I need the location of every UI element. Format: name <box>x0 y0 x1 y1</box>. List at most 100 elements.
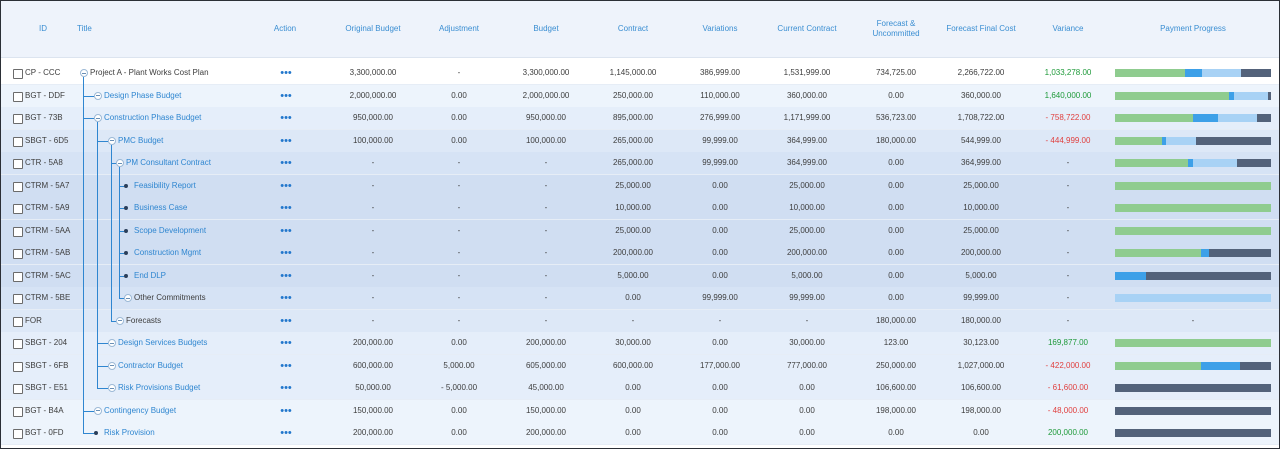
expand-toggle-icon[interactable] <box>94 91 102 100</box>
more-dots-icon[interactable]: ••• <box>280 224 292 237</box>
expand-toggle-icon[interactable] <box>94 406 102 415</box>
row-id: BGT - DDF <box>25 90 65 100</box>
more-dots-icon[interactable]: ••• <box>280 157 292 169</box>
table-row: CTRM - 5AC End DLP ••• - - - 5,000.00 0.00 5,000… <box>1 264 1279 288</box>
row-checkbox[interactable] <box>13 361 23 372</box>
row-checkbox[interactable] <box>13 406 23 417</box>
more-dots-icon[interactable]: ••• <box>280 202 292 214</box>
row-checkbox[interactable] <box>13 91 23 102</box>
column-header-variance[interactable]: Variance <box>1052 24 1084 33</box>
row-id: SBGT - 6D5 <box>25 135 69 145</box>
more-dots-icon[interactable]: ••• <box>280 179 292 192</box>
row-checkbox[interactable] <box>13 136 23 147</box>
expand-toggle-icon[interactable] <box>108 384 116 392</box>
row-checkbox[interactable] <box>13 271 23 282</box>
expand-toggle-icon[interactable] <box>80 69 88 77</box>
payment-progress-bar <box>1115 226 1271 235</box>
more-dots-icon[interactable]: ••• <box>280 427 292 439</box>
row-title-link[interactable]: Feasibility Report <box>134 180 196 190</box>
row-title-link[interactable]: Contractor Budget <box>118 360 183 370</box>
column-header-payment-progress[interactable]: Payment Progress <box>1160 24 1226 33</box>
tree-line <box>111 320 116 322</box>
expand-toggle-icon[interactable] <box>108 136 116 145</box>
more-dots-icon[interactable]: ••• <box>280 112 292 124</box>
more-dots-icon[interactable]: ••• <box>280 382 292 394</box>
row-title-link[interactable]: Scope Development <box>134 225 207 235</box>
row-title-link[interactable]: Design Services Budgets <box>118 338 208 347</box>
row-title-link[interactable]: Business Case <box>134 203 188 212</box>
more-dots-icon[interactable]: ••• <box>280 359 292 372</box>
row-checkbox[interactable] <box>13 69 23 79</box>
row-title-link[interactable]: Risk Provisions Budget <box>118 383 201 392</box>
column-header-id[interactable]: ID <box>39 24 47 33</box>
expand-toggle-icon[interactable] <box>108 361 116 370</box>
column-header-forecast-uncommitted[interactable]: Forecast & Uncommitted <box>872 19 920 38</box>
row-checkbox[interactable] <box>13 181 23 192</box>
more-dots-icon[interactable]: ••• <box>280 314 292 327</box>
cell-adjustment: - <box>457 293 461 302</box>
column-header-variations[interactable]: Variations <box>702 24 738 33</box>
row-title-link[interactable]: Construction Mgmt <box>134 248 202 257</box>
tree-line <box>83 77 84 433</box>
cell-forecast-final-cost: 180,000.00 <box>960 315 1002 325</box>
row-title-link[interactable]: End DLP <box>134 270 167 280</box>
row-title-link[interactable]: Risk Provision <box>104 428 155 437</box>
row-title-link[interactable]: Contingency Budget <box>104 405 177 415</box>
expand-toggle-icon[interactable] <box>94 114 102 122</box>
more-dots-icon[interactable]: ••• <box>280 292 292 304</box>
cell-budget: - <box>544 315 548 325</box>
cell-contract: 895,000.00 <box>612 113 654 122</box>
more-dots-icon[interactable]: ••• <box>280 67 292 79</box>
cell-forecast-uncommitted: 198,000.00 <box>875 405 917 415</box>
more-dots-icon[interactable]: ••• <box>280 247 292 259</box>
tree-line <box>97 388 108 389</box>
column-header-budget[interactable]: Budget <box>533 24 559 33</box>
cell-forecast-final-cost: 99,999.00 <box>963 293 999 302</box>
expand-toggle-icon[interactable] <box>116 159 124 167</box>
more-dots-icon[interactable]: ••• <box>280 404 292 417</box>
table-row: SBGT - 6FB Contractor Budget ••• 600,000.00… <box>1 354 1279 378</box>
expand-toggle-icon[interactable] <box>124 294 132 302</box>
cell-variance: - 422,000.00 <box>1045 360 1091 370</box>
row-checkbox[interactable] <box>13 384 23 394</box>
row-checkbox[interactable] <box>13 339 23 349</box>
grid-header: ID Title Action Original Budget Adjustme… <box>1 1 1279 58</box>
row-checkbox[interactable] <box>13 114 23 124</box>
tree-line <box>97 365 108 367</box>
more-dots-icon[interactable]: ••• <box>280 134 292 147</box>
expand-toggle-icon[interactable] <box>116 316 124 325</box>
row-checkbox[interactable] <box>13 159 23 169</box>
cell-forecast-final-cost: 198,000.00 <box>960 405 1002 415</box>
payment-progress-bar <box>1115 159 1271 167</box>
row-title-link[interactable]: Design Phase Budget <box>104 90 182 100</box>
row-checkbox[interactable] <box>13 249 23 259</box>
more-dots-icon[interactable]: ••• <box>280 337 292 349</box>
cell-contract: 0.00 <box>625 428 641 437</box>
cell-contract: 25,000.00 <box>615 225 651 235</box>
column-header-adjustment[interactable]: Adjustment <box>438 24 480 33</box>
cell-original-budget: 3,300,000.00 <box>349 68 397 77</box>
more-dots-icon[interactable]: ••• <box>280 89 292 102</box>
more-dots-icon[interactable]: ••• <box>280 269 292 282</box>
column-header-forecast-final-cost[interactable]: Forecast Final Cost <box>946 24 1016 33</box>
row-checkbox[interactable] <box>13 294 23 304</box>
column-header-action[interactable]: Action <box>273 24 297 33</box>
column-header-current-contract[interactable]: Current Contract <box>777 24 837 33</box>
row-title-link[interactable]: PMC Budget <box>118 135 164 145</box>
column-header-contract[interactable]: Contract <box>617 24 649 33</box>
column-header-title[interactable]: Title <box>77 24 92 33</box>
expand-toggle-icon[interactable] <box>108 339 116 347</box>
row-checkbox[interactable] <box>13 204 23 214</box>
cell-original-budget: 50,000.00 <box>355 383 391 392</box>
row-title-link[interactable]: PM Consultant Contract <box>126 158 211 167</box>
column-header-original-budget[interactable]: Original Budget <box>345 24 401 33</box>
row-checkbox[interactable] <box>13 316 23 327</box>
row-checkbox[interactable] <box>13 429 23 439</box>
cell-original-budget: 200,000.00 <box>352 338 394 347</box>
cell-current-contract: 360,000.00 <box>786 90 828 100</box>
row-title-link[interactable]: Construction Phase Budget <box>104 113 202 122</box>
cell-forecast-uncommitted: 180,000.00 <box>875 135 917 145</box>
row-checkbox[interactable] <box>13 226 23 237</box>
progress-segment <box>1115 181 1271 190</box>
